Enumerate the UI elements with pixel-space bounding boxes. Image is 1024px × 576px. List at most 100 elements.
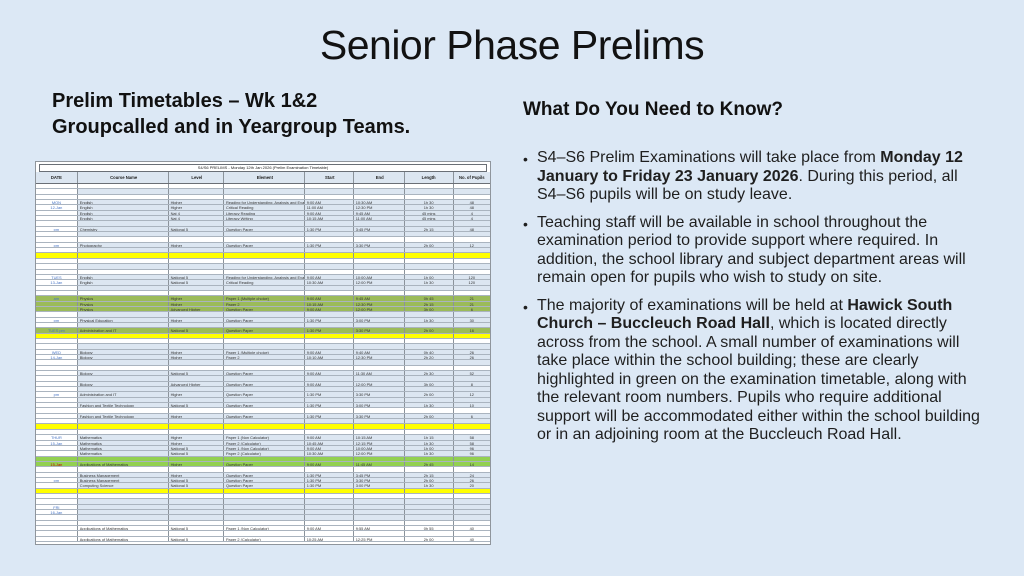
timetable-cell [169, 360, 224, 365]
timetable-cell [224, 333, 305, 338]
timetable-row [36, 338, 490, 345]
timetable-cell [224, 194, 305, 200]
timetable-cell: Business Management [78, 477, 169, 483]
timetable-cell [305, 322, 354, 328]
timetable-cell: Paper 1 (Non Calculator) [224, 526, 305, 531]
timetable-cell [454, 499, 490, 503]
timetable-grid: MON English Higher Reading for Understandin… [36, 184, 490, 543]
timetable-cell [354, 184, 405, 189]
timetable-cell: National 5 [169, 226, 224, 232]
timetable-cell [354, 312, 405, 317]
timetable-cell: Higher [169, 392, 224, 397]
left-heading-line1: Prelim Timetables – Wk 1&2 [52, 90, 318, 112]
timetable-row [36, 376, 490, 382]
timetable-cell [36, 472, 78, 477]
timetable-cell: 12:00 PM [354, 451, 405, 456]
timetable-cell: English [78, 274, 169, 280]
timetable-cell [305, 467, 354, 472]
timetable-cell [405, 387, 454, 392]
timetable-cell [78, 269, 169, 274]
timetable-cell [305, 189, 354, 194]
timetable-cell: 12:30 PM [354, 355, 405, 360]
timetable-cell: English [78, 210, 169, 216]
timetable-cell: Administration and IT [78, 328, 169, 333]
timetable-cell [405, 338, 454, 344]
timetable-cell [305, 253, 354, 258]
timetable-cell: Biology [78, 381, 169, 387]
timetable-cell [224, 365, 305, 371]
timetable-cell [305, 429, 354, 435]
timetable-cell [305, 515, 354, 520]
timetable-cell [405, 312, 454, 317]
timetable-cell: TUES [36, 274, 78, 280]
timetable-cell [354, 429, 405, 435]
timetable-cell [224, 338, 305, 344]
timetable-row [36, 264, 490, 270]
timetable-cell: Question Paper [224, 226, 305, 232]
timetable-cell: Higher [169, 413, 224, 419]
timetable-cell [224, 237, 305, 242]
timetable-cell: Reading for Understanding, Analysis and … [225, 274, 305, 280]
timetable-cell: National 5 [169, 445, 224, 451]
timetable-cell [354, 232, 405, 237]
timetable-cell [36, 221, 78, 226]
left-heading-line2: Groupcalled and in Yeargroup Teams. [52, 116, 411, 138]
timetable-row [36, 493, 490, 500]
timetable-cell: 2h 00 [405, 477, 454, 483]
timetable-cell [169, 493, 224, 499]
timetable-cell: 12:00 PM [354, 381, 405, 387]
timetable-cell [354, 285, 405, 290]
timetable-cell [224, 264, 305, 269]
timetable-row [36, 189, 490, 195]
timetable-cell [36, 290, 78, 296]
timetable-cell [224, 312, 305, 317]
timetable-cell: Business Management [78, 472, 169, 477]
timetable-cell: 12 [469, 392, 474, 397]
timetable-cell [36, 413, 78, 419]
bullet-item: • S4–S6 Prelim Examinations will take pla… [523, 149, 981, 205]
timetable-cell [354, 376, 405, 381]
timetable-cell [405, 376, 454, 381]
timetable-cell [169, 290, 224, 296]
timetable-cell [169, 285, 224, 290]
timetable-row: Biology Advanced Higher Question Paper 9:00… [36, 381, 490, 388]
timetable-cell [169, 237, 224, 242]
timetable-row [36, 184, 490, 190]
timetable-row [36, 221, 490, 227]
timetable-row: 14-Jan Biology Higher Paper 2 10:10 AM 12:30 … [36, 355, 490, 361]
timetable-cell [354, 189, 405, 194]
timetable-cell: 52 [469, 371, 474, 376]
timetable-cell: 3:00 PM [354, 403, 405, 408]
timetable-row [36, 237, 490, 243]
timetable-cell: 58 [469, 440, 474, 445]
timetable-cell: MON [36, 200, 78, 205]
timetable-cell [36, 424, 78, 429]
timetable-cell [36, 381, 78, 387]
timetable-row [36, 520, 490, 526]
bullet-dot: • [523, 151, 528, 167]
timetable-cell [169, 397, 224, 403]
timetable-row [36, 397, 490, 404]
timetable-cell [354, 504, 405, 509]
timetable-cell: Higher [169, 296, 224, 301]
timetable-row: FRI [36, 504, 490, 510]
timetable-cell [78, 424, 169, 429]
timetable-cell: Paper 2 (Calculator) [224, 451, 305, 456]
timetable-row [36, 232, 490, 238]
timetable-row: 12-Jan English Higher Critical Reading 11:00… [36, 205, 490, 211]
timetable-cell [78, 493, 169, 499]
timetable-cell: WED [36, 349, 78, 354]
timetable-cell: 12:15 PM [354, 440, 405, 445]
timetable-cell [224, 509, 305, 515]
timetable-row [36, 360, 490, 366]
timetable-cell: Paper 1 (Multiple choice) [224, 349, 305, 354]
timetable-cell [454, 323, 490, 327]
timetable-cell [36, 285, 78, 290]
timetable-cell: 3:30 PM [354, 392, 405, 397]
timetable-cell [305, 488, 354, 493]
right-heading: What Do You Need to Know? [523, 99, 783, 120]
timetable-cell [305, 504, 354, 509]
timetable-cell: Higher [169, 472, 224, 477]
timetable-cell [78, 312, 169, 317]
timetable-cell [305, 221, 354, 226]
